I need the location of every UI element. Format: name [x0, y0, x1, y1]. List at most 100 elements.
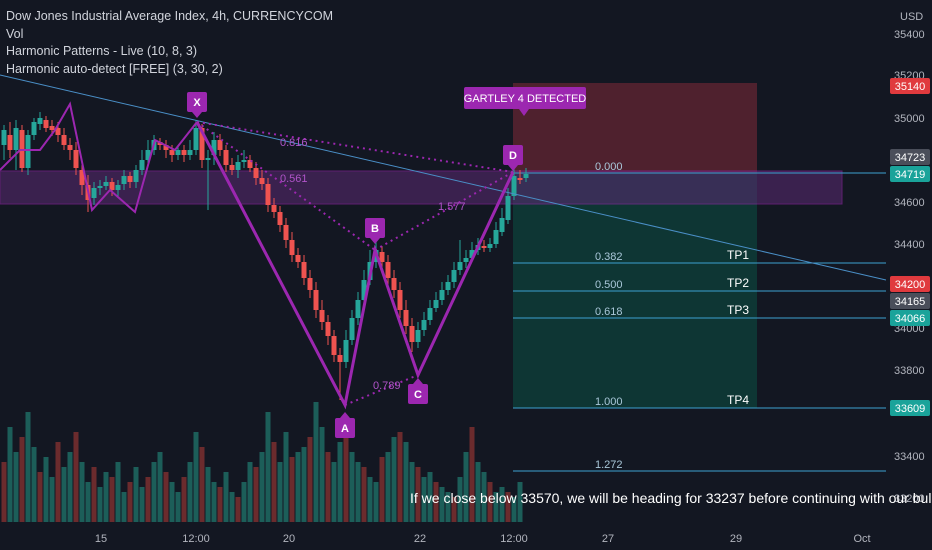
volume-bar [229, 492, 235, 522]
volume-bar [313, 402, 319, 522]
volume-bar [55, 442, 61, 522]
pattern-ratio-line [344, 374, 419, 406]
volume-bar [121, 492, 127, 522]
candle-body [499, 218, 505, 232]
candle-body [31, 122, 37, 135]
time-tick-label: 29 [730, 533, 742, 545]
fib-level-label: 0.000 [595, 161, 623, 173]
candle-body [457, 262, 463, 270]
volume-bar [289, 457, 295, 522]
price-tag: 34066 [890, 310, 930, 326]
volume-bar [79, 462, 85, 522]
volume-bar [367, 477, 373, 522]
candle-body [265, 184, 271, 205]
pattern-point-marker[interactable] [503, 145, 523, 165]
volume-bar [157, 452, 163, 522]
candle-body [463, 258, 469, 262]
volume-bar [7, 427, 13, 522]
candle-body [13, 128, 19, 150]
pattern-ratio-line [196, 121, 376, 251]
harmonic-auto-indicator-label[interactable]: Harmonic auto-detect [FREE] (3, 30, 2) [6, 61, 223, 76]
candle-body [271, 205, 277, 212]
candle-body [121, 176, 127, 184]
volume-bar [181, 477, 187, 522]
candle-body [127, 176, 133, 182]
resistance-zone [0, 170, 843, 205]
pattern-ratio-label: 0.816 [280, 137, 308, 149]
pattern-banner[interactable] [464, 87, 586, 109]
fib-level-label: 0.500 [595, 279, 623, 291]
volume-bar [49, 477, 55, 522]
pattern-point-marker[interactable] [408, 384, 428, 404]
pattern-point-marker[interactable] [335, 418, 355, 438]
volume-bar [193, 432, 199, 522]
volume-bar [25, 412, 31, 522]
candle-body [139, 160, 145, 170]
pattern-point-marker[interactable] [187, 92, 207, 112]
volume-bar [421, 477, 427, 522]
volume-bar [343, 432, 349, 522]
volume-bar [217, 487, 223, 522]
volume-bar [61, 467, 67, 522]
volume-bar [37, 472, 43, 522]
volume-bar [169, 482, 175, 522]
pattern-point-pointer [340, 412, 350, 418]
candle-body [133, 170, 139, 182]
candle-body [211, 140, 217, 155]
pattern-ratio-label: 0.561 [280, 173, 308, 185]
harmonic-live-indicator-label[interactable]: Harmonic Patterns - Live (10, 8, 3) [6, 44, 198, 58]
pattern-point-label: B [371, 223, 379, 235]
volume-bar [187, 462, 193, 522]
candle-body [343, 340, 349, 362]
price-tag-label: 34200 [895, 279, 926, 291]
volume-bar [331, 462, 337, 522]
volume-bar [307, 437, 313, 522]
volume-bar [415, 467, 421, 522]
volume-bar [205, 467, 211, 522]
price-tag-label: 34723 [895, 152, 926, 164]
symbol-title[interactable]: Dow Jones Industrial Average Index, 4h, … [6, 9, 333, 23]
volume-bar [259, 452, 265, 522]
price-tag-label: 33609 [895, 403, 926, 415]
candle-body [397, 290, 403, 310]
take-profit-label: TP4 [727, 393, 749, 407]
volume-bar [127, 482, 133, 522]
volume-bar [337, 442, 343, 522]
candle-body [301, 262, 307, 278]
candle-body [481, 246, 487, 248]
take-profit-label: TP2 [727, 276, 749, 290]
volume-bar [133, 467, 139, 522]
volume-bar [349, 452, 355, 522]
price-tag: 34165 [890, 293, 930, 309]
volume-bar [199, 447, 205, 522]
volume-bar [283, 432, 289, 522]
candle-body [169, 150, 175, 155]
candle-body [307, 278, 313, 290]
volume-bar [493, 492, 499, 522]
candle-body [421, 320, 427, 330]
volume-bar [97, 487, 103, 522]
candle-body [517, 178, 523, 180]
vol-indicator-label[interactable]: Vol [6, 26, 24, 41]
candle-body [427, 308, 433, 320]
pattern-banner-text: GARTLEY 4 DETECTED [464, 93, 587, 105]
volume-bar [235, 497, 241, 522]
pattern-point-marker[interactable] [365, 218, 385, 238]
candle-body [355, 300, 361, 318]
volume-bar [325, 452, 331, 522]
candle-body [37, 118, 43, 124]
zigzag-path [0, 101, 198, 214]
candle-body [283, 225, 289, 240]
volume-bar [85, 482, 91, 522]
candle-body [325, 322, 331, 336]
fib-level-label: 1.000 [595, 396, 623, 408]
trend-line[interactable] [0, 74, 887, 281]
price-tick-label: 34400 [894, 239, 925, 251]
candle-body [7, 135, 13, 150]
volume-bar [451, 497, 457, 522]
volume-bar [463, 452, 469, 522]
candle-body [487, 244, 493, 248]
candle-body [403, 310, 409, 326]
pattern-ratio-label: 0.789 [373, 380, 401, 392]
